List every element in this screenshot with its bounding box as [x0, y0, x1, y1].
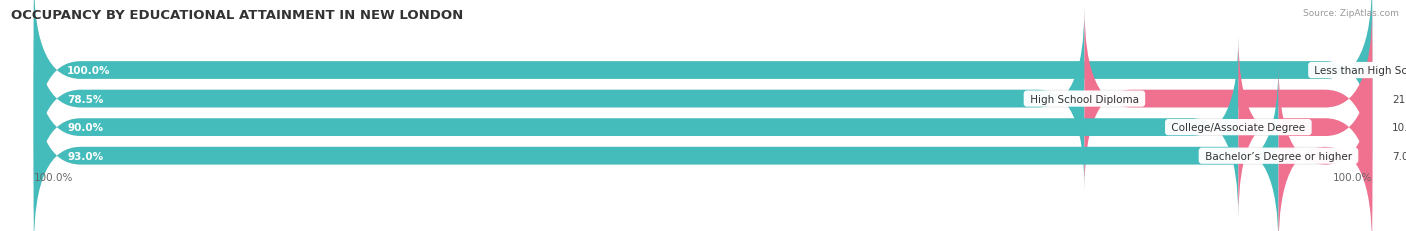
Text: 93.0%: 93.0%: [67, 151, 104, 161]
Text: 100.0%: 100.0%: [34, 172, 73, 182]
Text: Less than High School: Less than High School: [1312, 66, 1406, 76]
FancyBboxPatch shape: [34, 9, 1372, 190]
FancyBboxPatch shape: [1278, 65, 1372, 231]
Text: 100.0%: 100.0%: [1333, 172, 1372, 182]
FancyBboxPatch shape: [34, 65, 1372, 231]
FancyBboxPatch shape: [34, 65, 1278, 231]
Text: 10.0%: 10.0%: [1392, 123, 1406, 133]
FancyBboxPatch shape: [34, 0, 1372, 161]
Text: 100.0%: 100.0%: [67, 66, 111, 76]
FancyBboxPatch shape: [1239, 37, 1372, 218]
Text: High School Diploma: High School Diploma: [1026, 94, 1142, 104]
FancyBboxPatch shape: [1084, 9, 1372, 190]
Text: Source: ZipAtlas.com: Source: ZipAtlas.com: [1303, 9, 1399, 18]
Text: OCCUPANCY BY EDUCATIONAL ATTAINMENT IN NEW LONDON: OCCUPANCY BY EDUCATIONAL ATTAINMENT IN N…: [11, 9, 464, 22]
FancyBboxPatch shape: [34, 9, 1084, 190]
FancyBboxPatch shape: [34, 37, 1372, 218]
Text: College/Associate Degree: College/Associate Degree: [1168, 123, 1309, 133]
Text: 7.0%: 7.0%: [1392, 151, 1406, 161]
FancyBboxPatch shape: [34, 37, 1239, 218]
Text: Bachelor’s Degree or higher: Bachelor’s Degree or higher: [1202, 151, 1355, 161]
FancyBboxPatch shape: [34, 0, 1372, 161]
Text: 21.5%: 21.5%: [1392, 94, 1406, 104]
Text: 78.5%: 78.5%: [67, 94, 104, 104]
Text: 90.0%: 90.0%: [67, 123, 104, 133]
